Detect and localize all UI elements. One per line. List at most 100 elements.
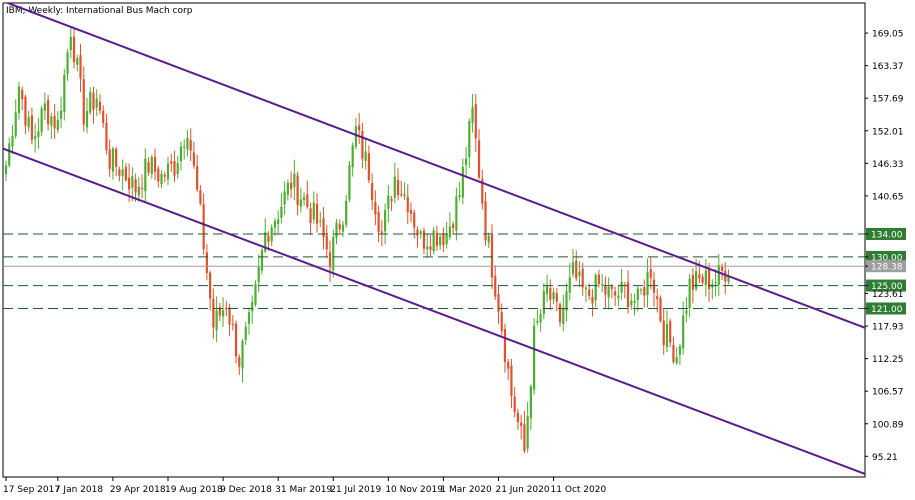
candle-body <box>153 157 157 172</box>
candle <box>85 97 89 134</box>
y-tick-label: 112.25 <box>872 355 904 365</box>
candle-body <box>367 153 370 181</box>
trendline[interactable] <box>3 147 865 475</box>
candle-body <box>293 173 296 188</box>
candle-body <box>351 145 354 168</box>
candle <box>439 234 442 250</box>
candle-body <box>461 166 464 198</box>
x-tick-label: 29 Apr 2018 <box>110 485 166 495</box>
candle-body <box>341 224 345 232</box>
candle-body <box>403 194 406 197</box>
candle-body <box>118 169 121 176</box>
candle-body <box>108 149 111 169</box>
candle-body <box>121 169 124 177</box>
candle-body <box>166 163 170 180</box>
candle <box>212 288 215 339</box>
candle <box>659 295 662 323</box>
candle-body <box>374 202 377 215</box>
candle <box>458 181 461 201</box>
candle-body <box>358 125 361 131</box>
candle <box>173 150 176 182</box>
candle <box>102 105 105 128</box>
candle-body <box>707 269 711 290</box>
candle <box>633 293 636 316</box>
candle <box>455 187 458 241</box>
candle <box>390 195 393 211</box>
candle <box>69 25 72 59</box>
candle <box>328 240 332 282</box>
candle-body <box>717 265 720 286</box>
candle-body <box>413 212 416 228</box>
candle <box>351 142 354 177</box>
candle-body <box>558 304 562 323</box>
candle <box>630 293 633 310</box>
candle-body <box>601 284 604 286</box>
candle-body <box>328 252 332 268</box>
candle-body <box>448 226 451 238</box>
candle <box>176 155 179 179</box>
candle-body <box>247 312 251 324</box>
candle-body <box>568 277 571 293</box>
candle-body <box>584 287 588 290</box>
candle-body <box>280 206 283 218</box>
candle-body <box>270 227 273 242</box>
candle-body <box>21 89 24 100</box>
candle-body <box>92 92 95 110</box>
candle <box>445 221 448 249</box>
candle-body <box>85 110 89 128</box>
candle <box>523 410 526 454</box>
candle <box>89 87 92 116</box>
candle <box>724 262 727 295</box>
candle-body <box>361 130 364 159</box>
candle <box>82 66 85 132</box>
candle-body <box>315 203 319 224</box>
candle <box>296 171 299 216</box>
candle <box>396 168 400 201</box>
candle-body <box>455 196 458 231</box>
candle-body <box>675 357 678 364</box>
x-tick-label: 1 Mar 2020 <box>440 485 492 495</box>
trendline[interactable] <box>3 1 865 329</box>
level-price-box <box>866 279 906 292</box>
candle-body <box>124 167 127 181</box>
candle <box>419 229 422 239</box>
candle-body <box>205 252 208 274</box>
candle-body <box>179 146 183 162</box>
candle-body <box>536 321 539 323</box>
candle <box>607 277 610 310</box>
candle <box>691 268 694 304</box>
candle-body <box>111 148 115 172</box>
level-price-label: 125.00 <box>871 282 903 292</box>
candle-body <box>513 396 516 413</box>
candle-body <box>507 361 510 369</box>
candle-body <box>260 250 264 271</box>
candle <box>578 261 581 287</box>
candle <box>14 99 17 139</box>
candle-body <box>682 315 685 349</box>
candle-body <box>529 386 532 419</box>
candle <box>186 130 189 157</box>
candle <box>429 235 432 256</box>
x-tick-label: 9 Dec 2018 <box>220 485 272 495</box>
candles <box>4 25 730 454</box>
candle-body <box>490 234 494 278</box>
candle <box>134 173 137 202</box>
candle <box>153 148 157 181</box>
candle-body <box>533 325 536 390</box>
candle <box>4 160 8 181</box>
candle <box>497 285 500 324</box>
x-tick-label: 7 Jan 2018 <box>55 485 103 495</box>
x-tick-label: 17 Sep 2017 <box>3 485 60 495</box>
candle <box>111 146 115 180</box>
candle <box>620 268 623 300</box>
candle <box>487 232 490 249</box>
candle <box>701 273 704 285</box>
candle <box>665 310 669 352</box>
candle-body <box>199 190 202 204</box>
y-tick-label: 169.05 <box>872 30 904 40</box>
candle-body <box>218 307 221 316</box>
candle-body <box>234 323 238 357</box>
candle <box>315 193 319 233</box>
candle <box>581 262 584 296</box>
candle <box>371 173 374 210</box>
